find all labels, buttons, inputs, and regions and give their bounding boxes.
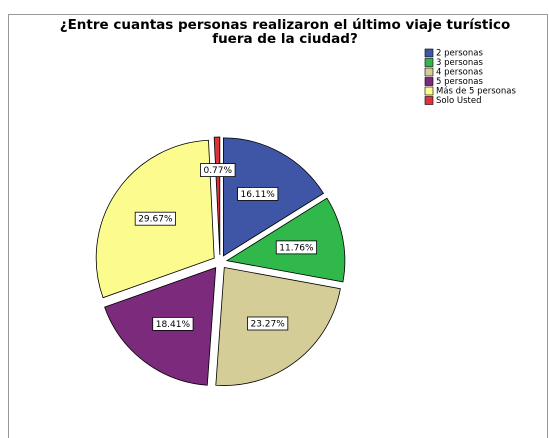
legend-swatch	[424, 58, 434, 67]
data-label-box	[247, 316, 289, 331]
pie: 16.11% 11.76% 23.27% 18.41% 29.67% 0.77%	[95, 136, 346, 386]
data-label: 23.27%	[250, 320, 285, 330]
data-label-box	[275, 240, 317, 255]
pie-slice	[225, 197, 346, 283]
legend-label: 3 personas	[436, 58, 483, 68]
data-label: 18.41%	[156, 320, 191, 330]
legend-swatch	[424, 48, 434, 58]
legend-swatch	[424, 77, 434, 86]
frame	[8, 14, 548, 438]
legend-label: Más de 5 personas	[436, 87, 516, 97]
data-label-box	[152, 317, 194, 331]
legend-label: 2 personas	[436, 49, 483, 59]
data-label-box	[200, 163, 236, 177]
data-label-box	[237, 187, 279, 201]
legend-swatch	[424, 67, 434, 77]
pie-slice	[213, 136, 221, 256]
data-label: 0.77%	[203, 166, 232, 176]
chart-title: ¿Entre cuantas personas realizaron el úl…	[59, 17, 511, 47]
data-label: 16.11%	[241, 190, 276, 200]
data-label: 29.67%	[138, 215, 173, 225]
legend-label: 5 personas	[436, 77, 483, 87]
data-label-box	[134, 211, 176, 226]
legend-label: 4 personas	[436, 68, 483, 78]
data-label: 11.76%	[279, 243, 314, 253]
legend-swatch	[424, 96, 434, 105]
legend-label: Solo Usted	[436, 96, 481, 106]
legend-swatch	[424, 86, 434, 96]
